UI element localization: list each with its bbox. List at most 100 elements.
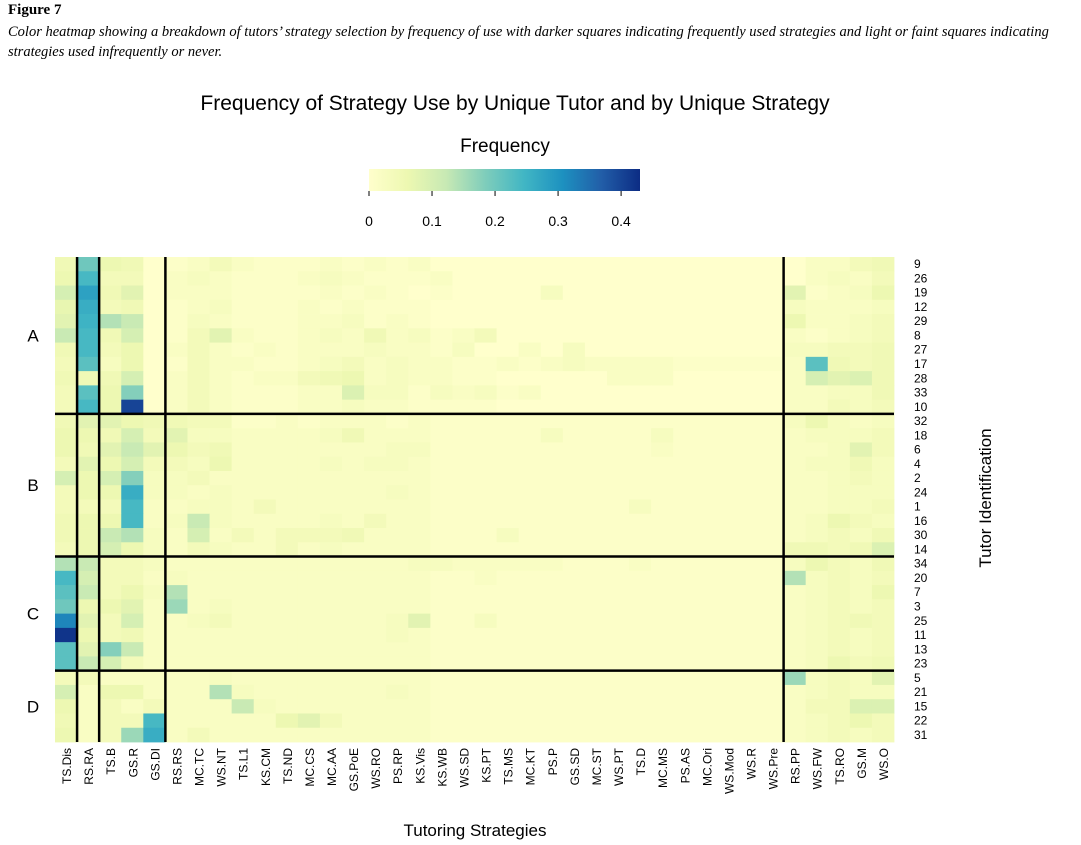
heatmap-cell xyxy=(717,585,740,600)
heatmap-cell xyxy=(651,542,674,557)
heatmap-cell xyxy=(496,542,520,557)
heatmap-cell xyxy=(430,699,453,714)
y-tick-label: 3 xyxy=(914,600,921,614)
heatmap-cell xyxy=(474,328,497,343)
heatmap-cell xyxy=(629,371,652,386)
heatmap-cell xyxy=(761,585,785,600)
heatmap-cell xyxy=(849,670,873,686)
heatmap-cell xyxy=(739,285,762,301)
heatmap-cell xyxy=(319,656,343,672)
heatmap-cell xyxy=(827,257,851,272)
heatmap-cell xyxy=(408,642,431,657)
heatmap-cell xyxy=(849,485,873,500)
heatmap-cell xyxy=(143,299,166,315)
heatmap-cell xyxy=(761,356,785,372)
heatmap-cell xyxy=(165,542,188,557)
heatmap-cell xyxy=(408,428,431,443)
heatmap-cell xyxy=(297,442,321,458)
x-tick-label: TS.B xyxy=(104,748,118,775)
heatmap-cell xyxy=(231,727,255,743)
heatmap-cell xyxy=(761,399,785,415)
heatmap-cell xyxy=(474,371,497,386)
heatmap-cell xyxy=(77,413,100,429)
heatmap-cell xyxy=(540,342,564,358)
heatmap-cell xyxy=(319,271,343,286)
heatmap-cell xyxy=(717,328,740,343)
heatmap-cell xyxy=(275,328,299,343)
heatmap-cell xyxy=(496,656,520,672)
heatmap-cell xyxy=(253,613,277,629)
heatmap-cell xyxy=(695,656,718,672)
heatmap-cell xyxy=(275,385,299,401)
heatmap-cell xyxy=(143,485,166,500)
heatmap-cell xyxy=(540,542,564,557)
heatmap-cell xyxy=(827,285,851,301)
heatmap-cell xyxy=(540,613,564,629)
heatmap-cell xyxy=(827,314,851,329)
heatmap-cell xyxy=(55,285,78,301)
heatmap-cell xyxy=(496,528,520,543)
heatmap-cell xyxy=(209,599,233,615)
heatmap-cell xyxy=(275,599,299,615)
heatmap-cell xyxy=(673,413,696,429)
heatmap-cell xyxy=(739,542,762,557)
heatmap-cell xyxy=(651,385,674,401)
heatmap-cell xyxy=(364,713,387,729)
heatmap-cell xyxy=(386,271,409,286)
heatmap-cell xyxy=(849,285,873,301)
heatmap-cell xyxy=(496,470,520,486)
heatmap-cell xyxy=(452,542,475,557)
heatmap-cell xyxy=(562,342,586,358)
heatmap-cell xyxy=(187,556,210,572)
heatmap-cell xyxy=(849,627,873,643)
heatmap-cell xyxy=(452,285,475,301)
heatmap-cell xyxy=(386,328,409,343)
heatmap-cell xyxy=(562,670,586,686)
heatmap-cell xyxy=(231,528,255,543)
heatmap-cell xyxy=(739,413,762,429)
heatmap-cell xyxy=(584,356,608,372)
heatmap-cell xyxy=(717,599,740,615)
heatmap-cell xyxy=(562,371,586,386)
heatmap-cell xyxy=(805,328,829,343)
heatmap-cell xyxy=(783,314,807,329)
heatmap-cell xyxy=(364,684,387,700)
heatmap-cell xyxy=(871,428,895,443)
heatmap-cell xyxy=(805,356,829,372)
heatmap-cell xyxy=(143,513,166,529)
heatmap-cell xyxy=(739,328,762,343)
heatmap-cell xyxy=(55,428,78,443)
heatmap-cell xyxy=(143,528,166,543)
heatmap-cell xyxy=(253,342,277,358)
heatmap-cell xyxy=(342,656,365,672)
heatmap-cell xyxy=(364,299,387,315)
heatmap-cell xyxy=(209,499,233,515)
heatmap-cell xyxy=(540,385,564,401)
heatmap-cell xyxy=(783,613,807,629)
heatmap-cell xyxy=(364,556,387,572)
heatmap-cell xyxy=(55,727,78,743)
heatmap-cell xyxy=(143,257,166,272)
group-label: B xyxy=(27,476,38,495)
x-tick-label: TS.RO xyxy=(833,748,847,785)
heatmap-cell xyxy=(761,570,785,586)
x-tick-label: TS.ND xyxy=(281,748,295,784)
heatmap-cell xyxy=(827,271,851,286)
heatmap-cell xyxy=(430,684,453,700)
heatmap-cell xyxy=(209,513,233,529)
heatmap-cell xyxy=(496,271,520,286)
heatmap-cell xyxy=(275,371,299,386)
x-tick-label: TS.L1 xyxy=(237,748,251,780)
heatmap-cell xyxy=(739,556,762,572)
heatmap-cell xyxy=(673,257,696,272)
heatmap-cell xyxy=(871,627,895,643)
heatmap-cell xyxy=(231,399,255,415)
heatmap-cell xyxy=(562,570,586,586)
heatmap-cell xyxy=(606,613,630,629)
heatmap-cell xyxy=(121,328,144,343)
heatmap-cell xyxy=(452,442,475,458)
heatmap-cell xyxy=(165,485,188,500)
heatmap-cell xyxy=(165,556,188,572)
heatmap-cell xyxy=(143,314,166,329)
heatmap-cell xyxy=(805,314,829,329)
